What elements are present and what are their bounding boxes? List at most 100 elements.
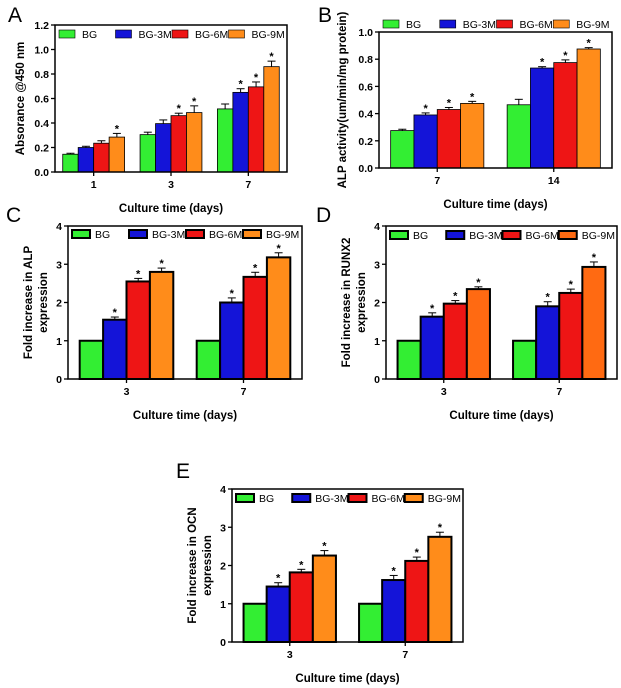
bar-bg-6m [404,559,430,643]
legend-swatch-bg-3m [115,29,132,39]
legend-label: BG-9M [576,19,609,31]
x-tick-label: 3 [441,386,447,398]
y-tick-label: 2 [374,298,380,310]
y-tick-label: 0.4 [358,109,373,121]
bar-bg-6m [247,86,265,173]
x-tick-label: 7 [402,649,408,661]
y-axis-title: expression [356,272,368,333]
significance-star: * [230,288,235,300]
significance-star: * [592,252,597,264]
y-tick-label: 3 [220,522,226,534]
significance-star: * [113,307,118,319]
significance-star: * [392,565,397,577]
x-tick-label: 7 [434,175,440,187]
legend-label: BG-6M [372,493,405,505]
legend-label: BG-9M [428,493,461,505]
y-tick-label: 1.0 [34,45,49,57]
y-axis-title: ALP activity(um/min/mg protein) [337,11,349,188]
bar-bg-9m [148,270,175,380]
legend-label: BG-3M [152,229,185,241]
y-tick-label: 0 [374,374,380,386]
legend-label: BG-6M [209,229,242,241]
y-axis-title: Fold increase in ALP [23,246,35,360]
legend-swatch-bg-6m [171,29,189,39]
y-tick-label: 1 [56,336,62,348]
bar-bg [506,104,531,169]
significance-star: * [423,103,428,115]
y-tick-label: 4 [374,221,380,233]
panel-letter: E [176,460,190,483]
significance-star: * [322,541,327,553]
bar-bg-9m [576,48,601,169]
legend-swatch-bg [71,229,91,239]
bar-bg [396,339,422,380]
significance-star: * [115,123,120,135]
bar-bg-9m [460,103,485,169]
x-tick-label: 14 [548,175,560,187]
legend-label: BG [413,230,428,242]
x-axis-title: Culture time (days) [295,673,399,685]
legend-label: BG-9M [582,230,615,242]
significance-star: * [254,72,259,84]
bar-bg-3m [530,67,555,169]
significance-star: * [546,292,551,304]
bar-bg-9m [108,136,125,173]
legend-swatch-bg-3m [445,230,466,240]
legend-label: BG-6M [520,19,553,31]
x-axis-title: Culture time (days) [449,410,553,422]
y-tick-label: 3 [56,259,62,271]
legend-label: BG-6M [526,230,559,242]
plot-frame [378,31,613,169]
legend-swatch-bg-6m [185,229,205,239]
y-tick-label: 0 [220,637,226,649]
y-axis-title: expression [202,535,214,596]
legend-swatch-bg-9m [552,19,570,29]
significance-star: * [299,559,304,571]
panel-letter: D [316,204,331,227]
y-tick-label: 1 [374,336,380,348]
y-axis-title: Fold increase in RUNX2 [341,238,353,368]
bar-bg-3m [232,91,249,173]
bar-bg-3m [219,301,245,380]
legend-swatch-bg-3m [128,229,148,239]
y-tick-label: 1 [220,599,226,611]
legend-label: BG [406,19,421,31]
legend-label: BG-9M [252,29,285,41]
x-tick-label: 7 [556,386,562,398]
y-tick-label: 1.0 [358,27,373,39]
x-tick-label: 7 [245,179,251,191]
bar-bg [512,339,538,380]
bar-bg-6m [242,275,268,380]
bar-bg-6m [558,291,584,380]
legend-swatch-bg-6m [347,493,368,503]
y-tick-label: 0 [56,374,62,386]
legend-label: BG-3M [139,29,172,41]
significance-star: * [569,279,574,291]
legend-swatch-bg-3m [291,493,312,503]
significance-star: * [238,79,243,91]
bar-bg-6m [93,142,110,173]
bar-bg-9m [427,535,453,643]
y-tick-label: 2 [56,298,62,310]
bar-bg-6m [170,115,187,173]
y-tick-label: 3 [374,259,380,271]
bar-bg-6m [436,109,461,169]
significance-star: * [276,243,281,255]
bar-bg [216,108,234,173]
significance-star: * [415,547,420,559]
panel-C: C 0 1 2 3 4 3 * * * 7 * * * BG BG-3M BG-6M BG-9M Culture t… [6,204,303,422]
panel-A: A 0.0 0.2 0.4 0.6 0.8 1.0 1.2 1 * 3 * * 7 * * * BG BG-3M BG… [8,4,288,215]
legend-swatch-bg-9m [228,29,245,39]
panel-letter: B [318,4,332,27]
legend-swatch-bg-9m [242,229,262,239]
panel-E: E 0 1 2 3 4 3 * * * 7 * * * BG BG-3M BG-6M BG-9M Culture t… [176,460,464,685]
y-tick-label: 4 [56,221,62,233]
legend-label: BG [259,493,274,505]
significance-star: * [540,57,545,69]
y-axis-title: expression [38,272,50,333]
significance-star: * [447,97,452,109]
y-tick-label: 0.2 [34,143,49,155]
panel-letter: C [6,204,21,227]
bar-bg-9m [581,265,607,380]
